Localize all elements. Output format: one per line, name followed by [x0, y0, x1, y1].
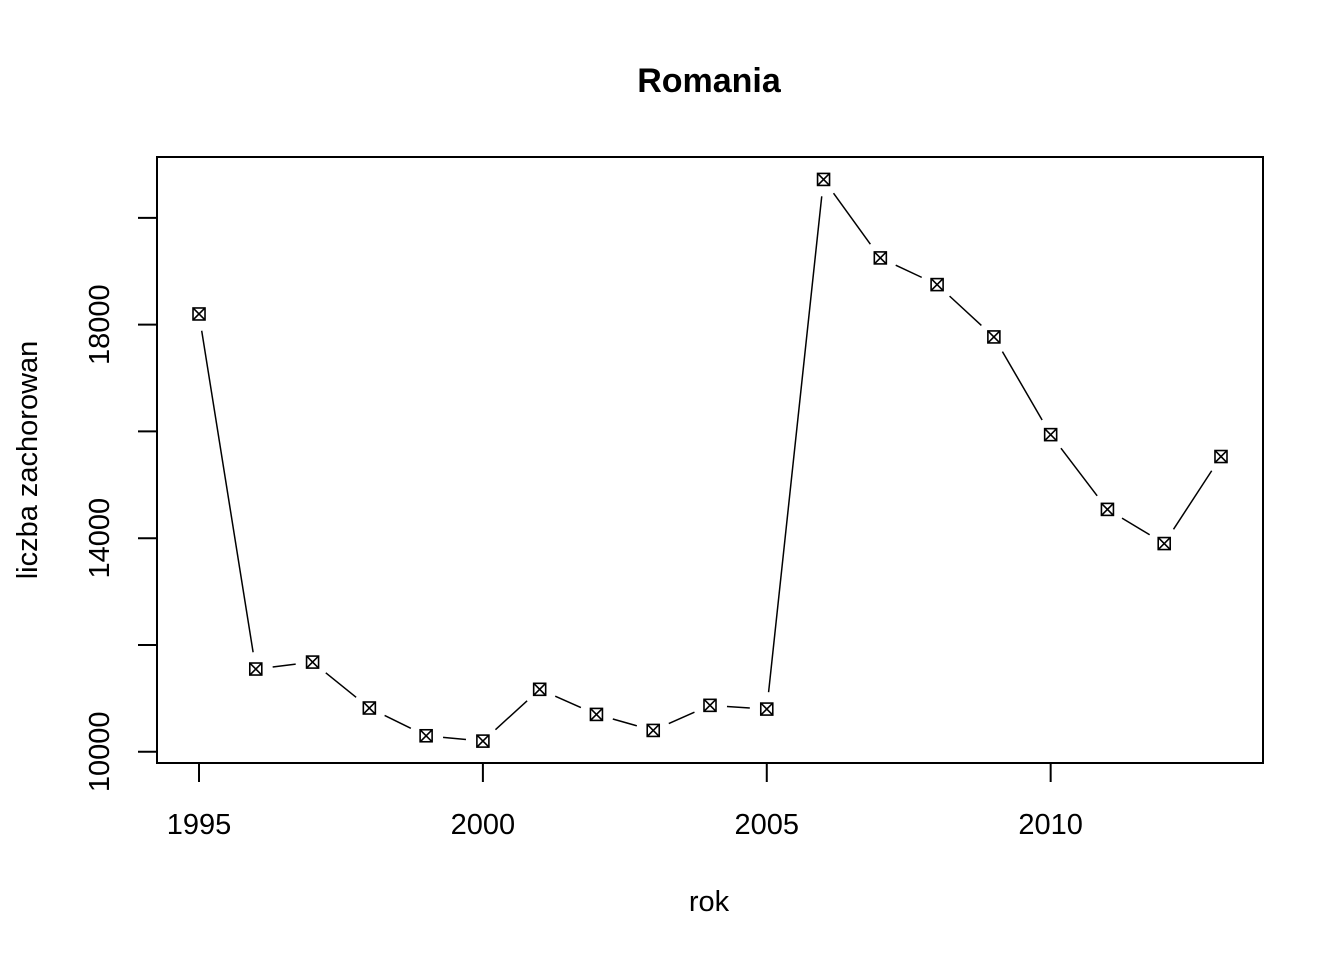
- point-cross-b: [306, 655, 320, 669]
- line-segment: [895, 264, 923, 279]
- x-tick-label: 1995: [167, 809, 232, 841]
- data-point: [532, 682, 547, 697]
- data-point: [192, 307, 206, 321]
- point-box: [532, 682, 547, 697]
- point-cross-b: [476, 734, 490, 748]
- line-segment: [832, 192, 871, 245]
- x-tick-label: 2005: [735, 809, 800, 841]
- line-segment: [1060, 447, 1098, 497]
- point-box: [1157, 536, 1172, 551]
- series-points: [192, 172, 1228, 748]
- point-box: [589, 707, 604, 722]
- data-point: [759, 702, 774, 716]
- y-tick-label: 18000: [84, 284, 116, 365]
- line-segment: [325, 672, 357, 698]
- line-segment: [612, 718, 638, 727]
- x-axis-label: rok: [689, 886, 730, 918]
- line-segment: [494, 700, 528, 731]
- x-tick-label: 2010: [1018, 809, 1083, 841]
- line-segment: [554, 695, 582, 709]
- data-point: [816, 172, 831, 187]
- point-cross-b: [987, 330, 1001, 344]
- line-segment: [442, 736, 467, 741]
- point-cross-b: [589, 707, 604, 721]
- series-line: [200, 192, 1213, 741]
- line-segment: [200, 330, 254, 653]
- line-segment: [767, 196, 823, 693]
- data-point: [1043, 427, 1058, 442]
- point-box: [305, 655, 320, 669]
- data-point: [419, 728, 433, 743]
- point-box: [1100, 502, 1115, 517]
- data-point: [930, 277, 944, 292]
- point-cross-b: [873, 251, 887, 265]
- data-point: [873, 251, 888, 265]
- point-cross-b: [1100, 502, 1114, 516]
- point-box: [873, 251, 888, 265]
- point-cross-b: [816, 172, 831, 186]
- point-box: [703, 698, 717, 713]
- data-point: [362, 701, 377, 715]
- point-cross-b: [1214, 449, 1228, 464]
- line-segment: [1121, 517, 1151, 536]
- line-segment: [272, 663, 296, 668]
- point-cross-b: [930, 278, 944, 292]
- data-point: [987, 330, 1001, 344]
- x-axis: 1995 2000 2005 2010: [167, 762, 1083, 841]
- point-cross-b: [533, 682, 547, 696]
- point-cross-b: [362, 701, 376, 715]
- data-point: [1100, 502, 1115, 517]
- point-box: [930, 277, 944, 292]
- y-axis-label: liczba zachorowan: [12, 341, 44, 580]
- data-point: [248, 662, 263, 676]
- point-cross-b: [1157, 536, 1171, 551]
- line-segment: [726, 705, 750, 709]
- point-cross-b: [760, 702, 774, 716]
- point-cross-b: [419, 729, 433, 743]
- line-segment: [384, 714, 412, 729]
- point-box: [646, 723, 661, 738]
- line-segment: [668, 711, 695, 725]
- data-point: [305, 655, 320, 669]
- y-axis: 10000 14000 18000: [84, 216, 158, 792]
- point-box: [759, 702, 774, 716]
- point-box: [248, 662, 263, 676]
- point-box: [362, 701, 377, 715]
- line-segment: [1001, 351, 1043, 421]
- point-cross-b: [249, 662, 263, 676]
- point-cross-b: [192, 307, 206, 321]
- chart-title: Romania: [637, 62, 782, 100]
- point-cross-b: [703, 698, 717, 712]
- point-box: [1043, 427, 1058, 442]
- line-segment: [949, 295, 982, 326]
- point-box: [1214, 449, 1228, 464]
- point-box: [476, 734, 490, 748]
- point-box: [816, 172, 831, 187]
- data-point: [1157, 536, 1172, 551]
- y-tick-label: 10000: [84, 711, 116, 792]
- y-tick-label: 14000: [84, 498, 116, 579]
- data-point: [1214, 449, 1228, 464]
- data-point: [589, 707, 604, 722]
- data-point: [703, 698, 717, 713]
- line-segment: [1172, 470, 1213, 530]
- x-tick-label: 2000: [451, 809, 516, 841]
- point-box: [987, 330, 1001, 344]
- point-cross-b: [646, 723, 660, 737]
- plot-frame: [156, 156, 1264, 764]
- point-box: [192, 307, 206, 321]
- point-cross-b: [1044, 428, 1058, 442]
- data-point: [476, 734, 490, 748]
- point-box: [419, 728, 433, 743]
- data-point: [646, 723, 661, 738]
